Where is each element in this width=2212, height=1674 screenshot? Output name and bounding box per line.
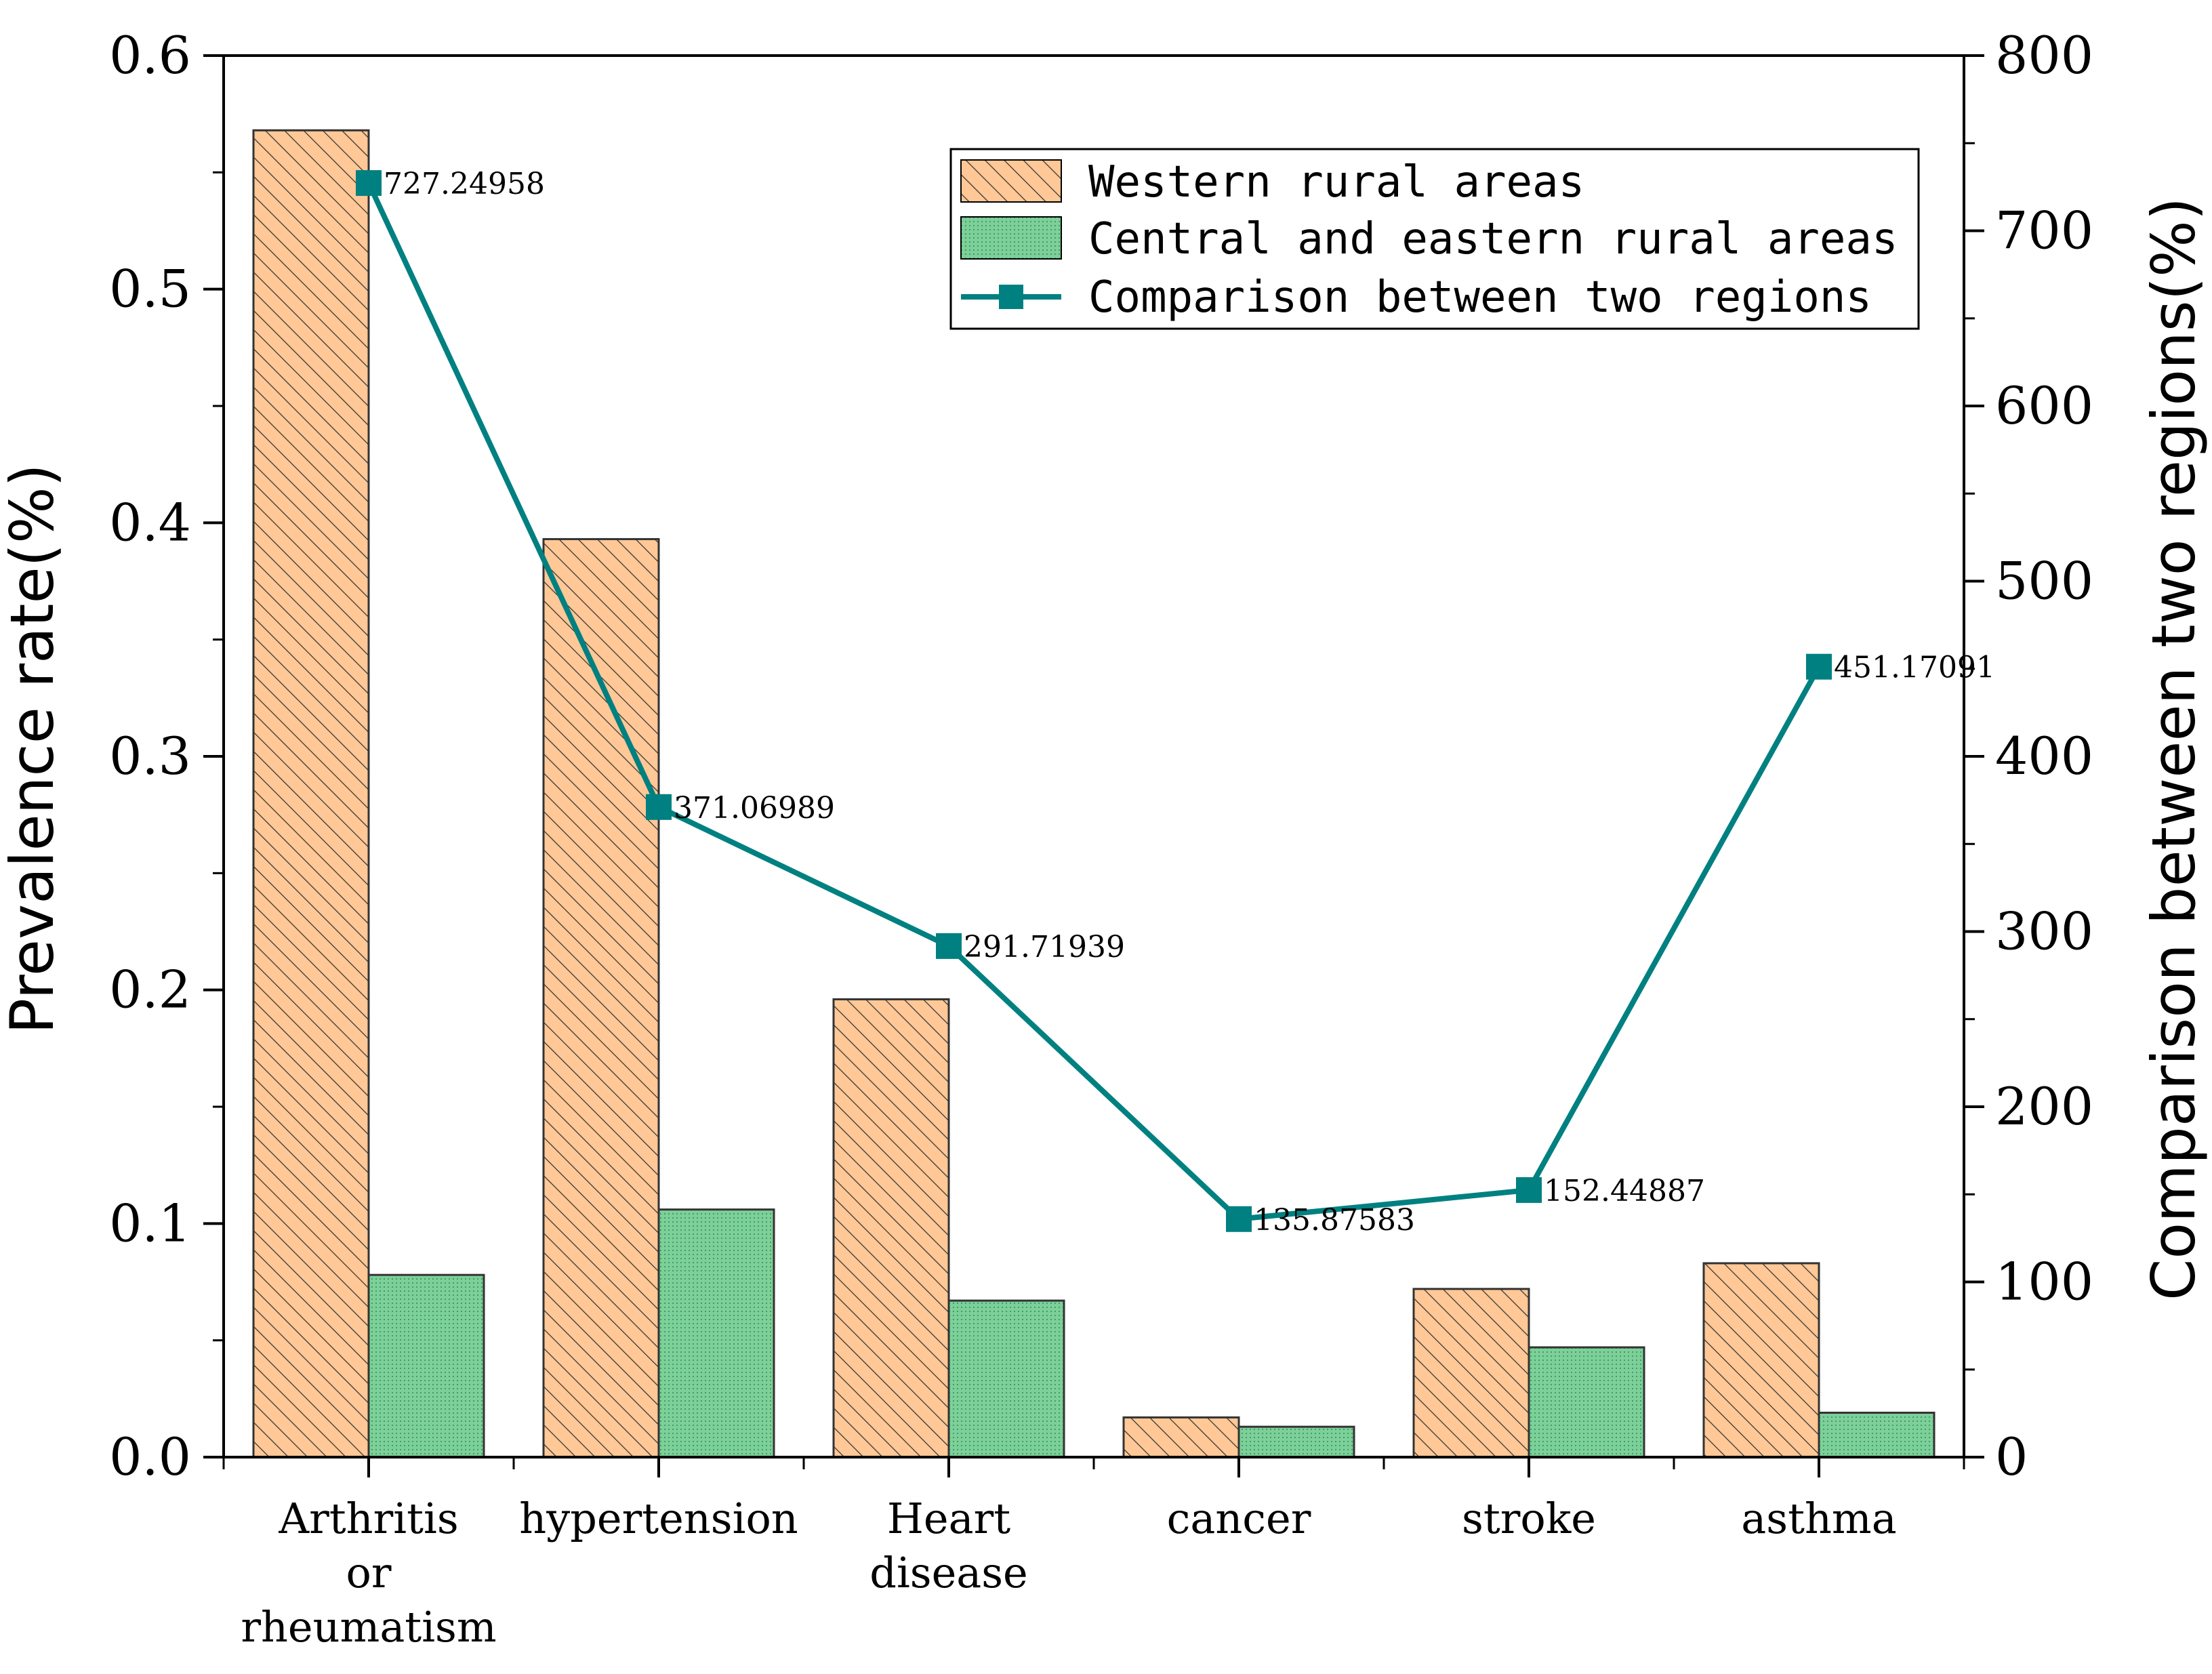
bar-western-1	[542, 537, 660, 1458]
y-right-tick-label: 400	[1995, 726, 2093, 786]
y-right-tick-label: 100	[1995, 1252, 2093, 1312]
legend-swatch-western	[960, 159, 1062, 203]
bar-central-1	[657, 1208, 775, 1458]
comparison-data-label-0: 727.24958	[384, 167, 545, 201]
bars-group	[252, 129, 1936, 1458]
bar-central-4	[1528, 1346, 1645, 1458]
y-right-tick-label: 0	[1995, 1427, 2028, 1487]
bar-central-2	[947, 1299, 1065, 1458]
x-category-label-2: Heart	[887, 1494, 1010, 1543]
y-right-tick-label: 200	[1995, 1076, 2093, 1137]
bar-western-2	[832, 998, 950, 1458]
legend-box	[949, 148, 1920, 330]
x-category-label-2: disease	[869, 1548, 1028, 1597]
x-category-label-1: hypertension	[519, 1494, 798, 1543]
x-category-label-0: or	[346, 1548, 392, 1597]
y-right-tick-label: 800	[1995, 25, 2093, 85]
bar-western-5	[1702, 1262, 1820, 1458]
bar-central-5	[1818, 1412, 1936, 1458]
comparison-line	[366, 182, 1822, 1222]
y-left-tick-label: 0.6	[109, 25, 191, 85]
x-category-label-0: rheumatism	[241, 1602, 496, 1652]
y-left-tick-label: 0.5	[109, 259, 191, 319]
comparison-point-2	[936, 933, 962, 959]
bar-western-0	[252, 129, 370, 1458]
y-left-tick-label: 0.4	[109, 492, 191, 552]
comparison-line-group: 727.24958 371.06989 291.71939 135.87583 152.…	[356, 167, 1995, 1238]
x-category-label-5: asthma	[1741, 1494, 1896, 1543]
y-left-tick-label: 0.1	[109, 1193, 191, 1253]
comparison-point-5	[1806, 653, 1832, 680]
legend-label-comparison: Comparison between two regions	[1088, 272, 1872, 323]
comparison-data-label-5: 451.17091	[1834, 651, 1995, 685]
legend-swatch-marker	[999, 285, 1023, 309]
comparison-point-3	[1226, 1206, 1252, 1232]
comparison-point-4	[1516, 1177, 1542, 1203]
comparison-data-label-2: 291.71939	[964, 930, 1125, 964]
y-right-tick-label: 300	[1995, 901, 2093, 962]
y-right-tick-label: 600	[1995, 375, 2093, 436]
x-category-label-4: stroke	[1462, 1494, 1596, 1543]
y-right-axis-title: Comparison between two regions(%)	[2139, 197, 2209, 1301]
y-left-tick-label: 0.3	[109, 726, 191, 786]
comparison-data-label-1: 371.06989	[674, 791, 835, 825]
x-category-label-0: Arthritis	[278, 1494, 458, 1543]
y-right-tick-label: 500	[1995, 551, 2093, 611]
y-left-tick-label: 0.2	[109, 960, 191, 1020]
legend-swatch-central	[960, 216, 1062, 260]
comparison-data-label-3: 135.87583	[1254, 1203, 1415, 1238]
comparison-point-1	[646, 794, 672, 820]
y-left-tick-label: 0.0	[109, 1427, 191, 1487]
bar-western-4	[1412, 1288, 1530, 1458]
legend-label-central: Central and eastern rural areas	[1088, 214, 1898, 264]
comparison-point-0	[356, 170, 382, 197]
comparison-data-label-4: 152.44887	[1544, 1174, 1705, 1208]
x-category-label-3: cancer	[1167, 1494, 1311, 1543]
bar-western-3	[1122, 1416, 1240, 1458]
y-right-tick-label: 700	[1995, 201, 2093, 261]
bar-central-3	[1237, 1425, 1355, 1458]
legend: Western rural areas Central and eastern …	[949, 148, 1920, 330]
bar-central-0	[367, 1273, 485, 1458]
axes-group: 0.0 0.1 0.2 0.3 0.4 0.5 0.6 0 100 200 300 400 500 600…	[109, 25, 2093, 1652]
legend-label-western: Western rural areas	[1088, 157, 1584, 207]
y-left-axis-title: Prevalence rate(%)	[0, 464, 67, 1034]
